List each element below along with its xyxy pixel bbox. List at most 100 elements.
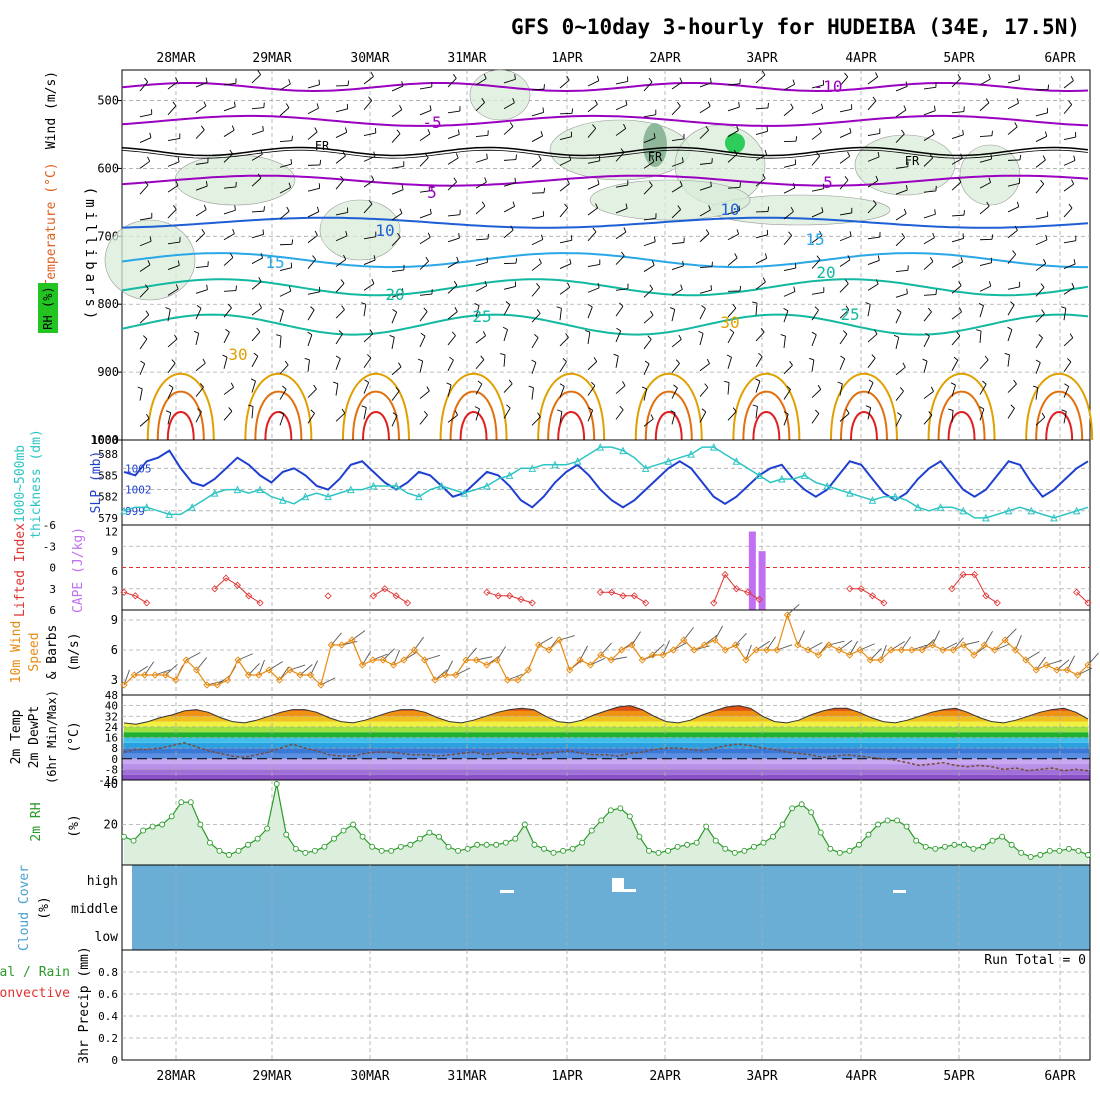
wind-barb [419,360,424,373]
wind-barb [1063,183,1074,192]
li-tick: -6 [43,519,56,532]
thickness-marker [596,442,605,451]
wind-barb [1063,160,1076,166]
wind-barb [139,240,152,247]
rh-marker [1027,853,1034,860]
wind-barb [167,185,179,193]
thickness-marker [1004,506,1013,515]
thickness-marker [165,510,174,518]
wind-barb-flag [982,380,987,385]
wind-barb [139,217,152,221]
wind-barb-flag [316,206,320,212]
wind-barb [1035,387,1039,400]
wind-barb-flag [845,305,850,311]
rh-marker [779,821,786,828]
wind10-barb [496,646,507,661]
wind-barb-flag [679,77,683,83]
wind-barb-flag [1068,100,1073,105]
wind-barb-flag [313,384,317,390]
wind-barb-flag [455,153,459,159]
thickness-marker [483,481,491,490]
precip-frame [121,949,1091,1061]
wind10-marker [690,646,698,654]
li-line [486,591,533,604]
wind-barb [475,78,487,86]
rh-marker [388,847,395,854]
wind-barb [279,413,285,426]
wind-barb-flag [732,407,737,412]
wind-barb [811,259,821,269]
li-line [123,591,147,604]
wind-barb-flag [597,282,600,288]
wind-barb [223,357,228,369]
rh-marker [436,833,442,840]
wind-barb-flag [647,335,652,340]
wind-barb-flag [392,412,398,416]
wind-barb-flag [613,353,619,357]
date-label-bottom: 30MAR [350,1069,389,1084]
wind-barb [223,257,234,266]
rh-marker [464,845,471,852]
wind-barb-flag [1018,74,1020,80]
wind-barb-flag [256,327,261,333]
temp-tick: -16 [98,774,118,787]
date-label-top: 31MAR [447,51,486,66]
date-label-top: 3APR [746,51,777,66]
wind-barb-flag [960,257,964,263]
wind-barb-flag [847,255,851,261]
rh-marker [178,799,185,806]
wind-barb [167,105,177,116]
wind-barb [531,387,534,400]
wind-barb [699,162,712,165]
contour-35-loop [839,390,888,441]
wind-barb-flag [1014,122,1018,128]
wind-barb-flag [739,285,742,291]
li-tick: 0 [49,562,56,575]
wind10-marker [918,646,926,654]
wind-barb-flag [347,80,350,86]
wind-barb-flag [1016,98,1020,104]
wind-barb-flag [427,129,431,135]
slp-top-tick: 1000 [92,434,119,447]
li-marker [710,599,718,607]
rh-marker [999,833,1006,840]
wind-barb [727,130,739,137]
wind-barb [615,81,628,85]
temp-tick: 16 [105,732,118,745]
wind-barb [251,380,256,393]
wind10-barb [600,642,612,656]
wind-barb [419,190,432,193]
wind-barb [699,129,709,139]
wind-barb [923,86,936,90]
wind10-marker [213,681,221,689]
wind-barb-flag [873,200,877,205]
wind-barb-flag [849,231,852,237]
chart-title: GFS 0~10day 3-hourly for HUDEIBA (34E, 1… [511,15,1080,39]
wind-barb-flag [145,310,150,316]
wind10-marker [970,651,978,659]
wind-barb [699,266,713,269]
wind-barb-flag [1013,379,1017,385]
wind-barb [251,257,263,264]
wind-barb [195,82,208,88]
cloud-high-cell [624,889,636,892]
wind-barb [251,331,261,342]
wind-barb [1063,207,1073,218]
temp-band [122,758,1090,765]
date-label-top: 6APR [1044,51,1075,66]
rh-marker [350,821,357,828]
wind-barb-flag [650,414,654,420]
wind-barb [195,209,207,217]
rh-marker [302,849,309,856]
wind10-barb [1087,652,1099,666]
wind-barb-flag [868,379,874,384]
wind-barb [335,283,345,293]
thickness-marker [460,489,469,497]
wind-barb [867,100,877,111]
wind-barb-flag [906,288,908,294]
rh-marker [674,843,681,850]
rh-marker [331,835,337,842]
wind-barb-flag [456,256,459,262]
wind-barb-flag [514,177,516,183]
wind-barb [1063,104,1073,115]
